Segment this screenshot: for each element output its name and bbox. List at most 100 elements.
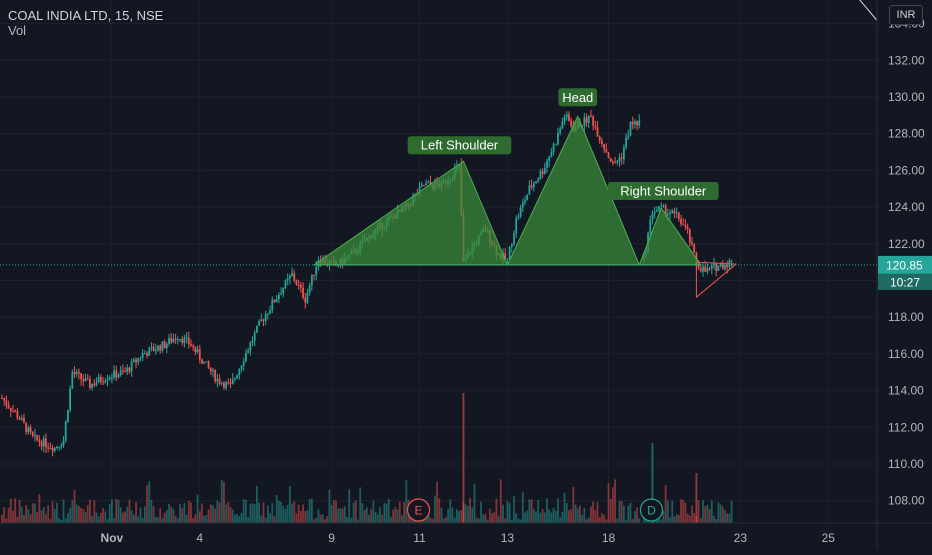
volume-bar xyxy=(565,503,568,523)
volume-bar xyxy=(691,505,693,523)
candle-body xyxy=(73,371,76,374)
volume-bar xyxy=(660,519,663,523)
volume-bar xyxy=(176,518,179,523)
volume-bar xyxy=(473,483,476,523)
currency-button[interactable]: INR xyxy=(889,5,923,25)
candle-body xyxy=(532,183,535,188)
volume-bar xyxy=(207,509,210,523)
candle-body xyxy=(730,260,733,262)
candle-body xyxy=(315,267,318,276)
volume-bar xyxy=(108,503,111,523)
time-tick-label: Nov xyxy=(101,531,124,545)
volume-bar xyxy=(143,506,146,523)
volume-bar xyxy=(223,481,225,523)
volume-bar xyxy=(319,514,322,523)
time-tick-label: 13 xyxy=(501,531,515,545)
volume-bar xyxy=(390,516,392,523)
candle-body xyxy=(504,253,507,260)
volume-bar xyxy=(717,502,720,523)
volume-bar xyxy=(513,495,515,523)
candle-body xyxy=(56,446,58,448)
volume-bar xyxy=(451,507,454,523)
volume-bar xyxy=(328,489,331,523)
candle-body xyxy=(20,417,23,420)
candle-body xyxy=(113,370,115,378)
candle-body xyxy=(693,243,696,254)
volume-bar xyxy=(528,499,531,523)
candle-body xyxy=(671,210,674,214)
candle-body xyxy=(18,418,21,420)
candle-body xyxy=(631,121,634,125)
countdown-tag-bg xyxy=(878,273,932,290)
candle-body xyxy=(203,361,206,364)
volume-bar xyxy=(291,503,293,523)
candle-body xyxy=(128,367,131,372)
volume-bar xyxy=(526,510,529,523)
candle-body xyxy=(277,294,280,299)
time-tick-label: 4 xyxy=(196,531,203,545)
volume-bar xyxy=(273,516,276,523)
candle-body xyxy=(636,121,638,126)
volume-bar xyxy=(598,516,601,523)
candle-body xyxy=(655,210,658,212)
volume-bar xyxy=(196,494,199,523)
candle-body xyxy=(82,379,85,382)
volume-bar xyxy=(370,508,373,523)
volume-bar xyxy=(521,492,524,523)
volume-bar xyxy=(557,498,559,523)
volume-bar xyxy=(104,511,107,523)
volume-bar xyxy=(42,507,45,523)
price-tick-label: 128.00 xyxy=(888,127,925,141)
event-marker-d[interactable] xyxy=(639,498,664,522)
volume-bar xyxy=(574,504,577,523)
volume-bar xyxy=(238,516,241,523)
candle-body xyxy=(275,298,278,303)
candle-body xyxy=(201,359,203,364)
volume-bar xyxy=(636,507,638,523)
volume-bar xyxy=(535,511,537,523)
candle-body xyxy=(25,422,28,432)
volume-bar xyxy=(168,503,170,523)
volume-bar xyxy=(629,502,632,523)
volume-bar xyxy=(45,514,47,523)
candle-body xyxy=(616,161,619,163)
event-marker-e[interactable] xyxy=(406,498,431,522)
volume-bar xyxy=(264,517,267,523)
candle-body xyxy=(660,205,663,207)
volume-indicator-label[interactable]: Vol xyxy=(8,23,27,38)
volume-bar xyxy=(209,504,212,523)
candle-body xyxy=(614,162,617,164)
volume-bar xyxy=(431,518,434,523)
volume-bar xyxy=(310,498,313,523)
volume-bar xyxy=(721,506,724,523)
volume-bar xyxy=(401,515,403,523)
volume-bar xyxy=(25,505,28,523)
candle-body xyxy=(557,132,559,145)
volume-bar xyxy=(227,502,230,523)
candle-body xyxy=(697,265,700,269)
candle-body xyxy=(598,136,601,141)
volume-bar xyxy=(387,498,390,523)
candle-body xyxy=(592,116,595,126)
candle-body xyxy=(612,161,614,163)
candle-body xyxy=(216,378,219,382)
candle-body xyxy=(150,347,153,349)
volume-bar xyxy=(330,505,333,523)
volume-bar xyxy=(121,512,124,523)
volume-bar xyxy=(9,498,12,523)
volume-bar xyxy=(71,500,74,523)
price-tick-label: 132.00 xyxy=(888,53,925,67)
volume-bar xyxy=(128,499,131,523)
wedge-triangle xyxy=(695,261,738,299)
candle-body xyxy=(308,285,311,293)
candle-body xyxy=(143,353,146,355)
candle-body xyxy=(260,319,263,322)
candle-body xyxy=(42,438,45,447)
volume-bar xyxy=(480,501,482,523)
volume-bar xyxy=(201,503,203,523)
candle-body xyxy=(622,147,625,160)
candle-body xyxy=(135,359,137,363)
candle-body xyxy=(302,287,304,298)
